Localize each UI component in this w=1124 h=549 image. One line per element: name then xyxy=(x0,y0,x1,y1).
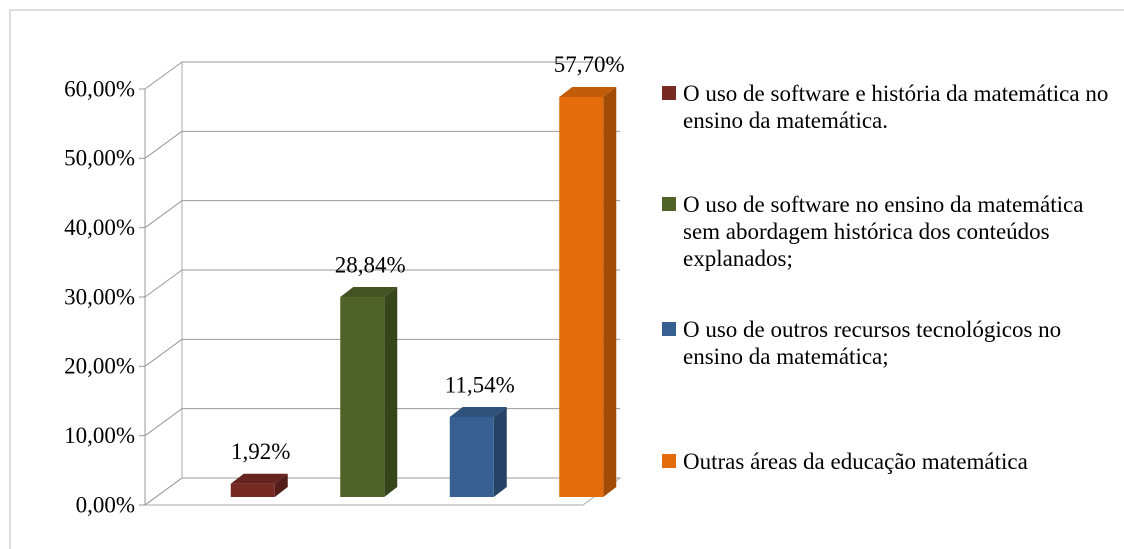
bar xyxy=(230,483,275,497)
grid-line-side xyxy=(144,130,183,159)
bar-top xyxy=(449,406,507,417)
grid-line-side xyxy=(144,408,183,437)
bar-top xyxy=(559,86,617,97)
legend-swatch xyxy=(662,197,676,211)
legend-entry: O uso de outros recursos tecnológicos no… xyxy=(662,316,1122,370)
y-tick-label: 10,00% xyxy=(64,423,135,448)
y-tick-label: 0,00% xyxy=(76,492,135,517)
legend-label: O uso de software e história da matemáti… xyxy=(683,81,1109,133)
bar xyxy=(559,96,604,498)
legend-swatch xyxy=(662,322,676,336)
frame xyxy=(9,9,1124,549)
grid-line-side xyxy=(144,269,183,298)
y-tick-label: 30,00% xyxy=(64,284,135,309)
y-tick-label: 50,00% xyxy=(64,146,135,171)
legend-label: O uso de outros recursos tecnológicos no… xyxy=(683,317,1062,369)
bar-top xyxy=(340,287,398,298)
legend-swatch xyxy=(662,86,676,100)
y-tick-label: 60,00% xyxy=(64,76,135,101)
legend-label: O uso de software no ensino da matemátic… xyxy=(683,192,1084,271)
grid-line-side xyxy=(144,200,183,229)
legend-swatch xyxy=(662,454,676,468)
y-tick-label: 40,00% xyxy=(64,215,135,240)
bar-side xyxy=(493,406,507,497)
bar-side xyxy=(603,86,617,498)
bar-top xyxy=(230,473,288,484)
grid-line-side xyxy=(144,477,183,506)
legend-entry: Outras áreas da educação matemática xyxy=(662,448,1122,475)
value-label: 11,54% xyxy=(445,372,515,397)
legend-entry: O uso de software no ensino da matemátic… xyxy=(662,191,1122,272)
legend-entry: O uso de software e história da matemáti… xyxy=(662,80,1122,134)
bar xyxy=(449,416,494,497)
grid-line-side xyxy=(144,338,183,367)
value-label: 57,70% xyxy=(554,52,625,77)
legend-label: Outras áreas da educação matemática xyxy=(683,449,1028,474)
value-label: 1,92% xyxy=(231,439,290,464)
value-label: 28,84% xyxy=(335,252,406,277)
bar xyxy=(340,297,385,497)
grid-line-side xyxy=(144,61,183,90)
bar-side xyxy=(384,287,398,497)
bar-side xyxy=(274,473,288,497)
y-tick-label: 20,00% xyxy=(64,354,135,379)
